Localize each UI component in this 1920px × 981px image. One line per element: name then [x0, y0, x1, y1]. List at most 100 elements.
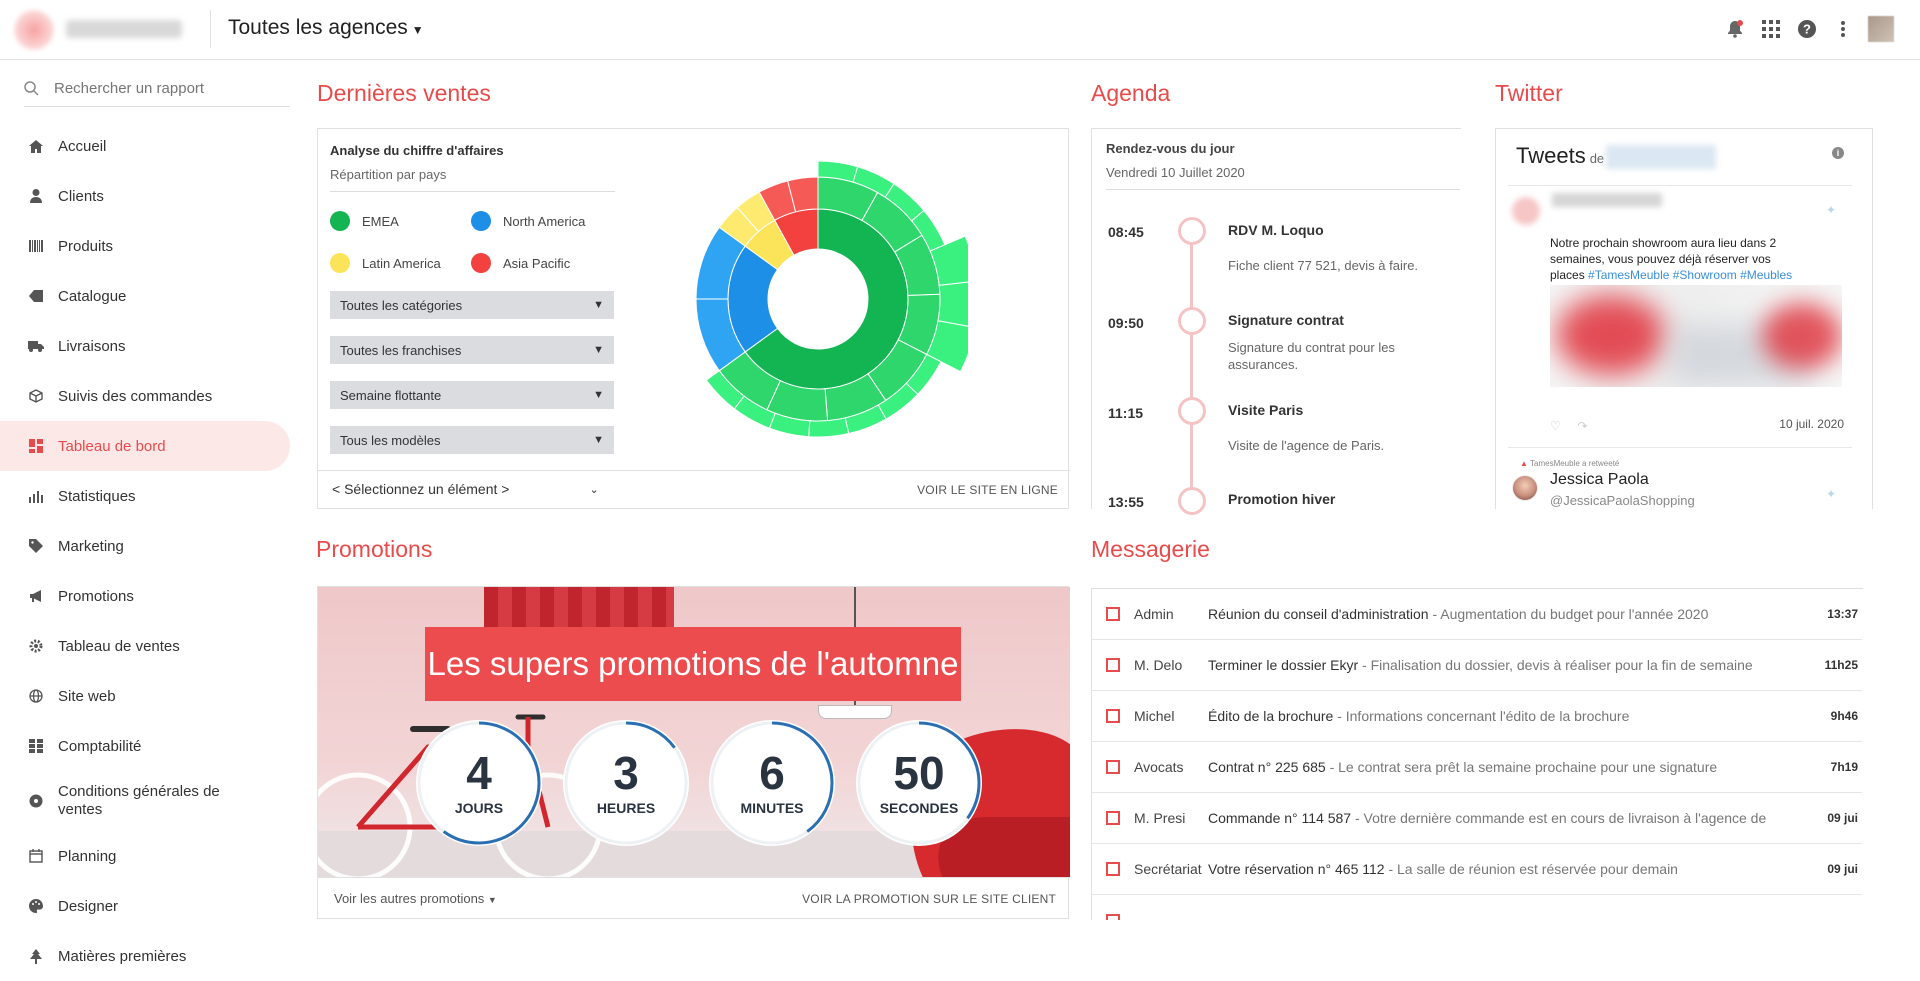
sidebar-item-tableau-de-bord[interactable]: Tableau de bord — [0, 421, 290, 471]
tweet-date: 10 juil. 2020 — [1779, 417, 1844, 431]
week-select[interactable]: Semaine flottante ▼ — [330, 381, 614, 409]
legend-item-emea[interactable]: EMEA — [330, 211, 399, 231]
sidebar-item-suivis[interactable]: Suivis des commandes — [0, 371, 292, 421]
sunburst-chart[interactable] — [668, 149, 968, 449]
bar-chart-icon — [28, 488, 44, 504]
lamp-shade — [818, 705, 892, 719]
event-title[interactable]: Promotion hiver — [1228, 491, 1336, 507]
event-title[interactable]: Signature contrat — [1228, 312, 1344, 328]
sidebar-item-label: Marketing — [58, 537, 124, 555]
tweet-hashtags[interactable]: #TamesMeuble #Showroom #Meubles — [1588, 268, 1793, 282]
agency-selector[interactable]: Toutes les agences ▼ — [228, 16, 424, 40]
twitter-card: Tweets de i ✦ Notre prochain showroom aur… — [1495, 128, 1873, 509]
message-row[interactable]: M. Presi Commande n° 114 587 - Votre der… — [1092, 793, 1862, 844]
sunburst-outer-segment[interactable] — [937, 281, 968, 327]
sidebar-item-accueil[interactable]: Accueil — [0, 121, 292, 171]
view-site-link[interactable]: VOIR LE SITE EN LIGNE — [917, 483, 1058, 497]
tweet-body: Notre prochain showroom aura lieu dans 2… — [1550, 236, 1777, 282]
sidebar-item-marketing[interactable]: Marketing — [0, 521, 292, 571]
sidebar-item-clients[interactable]: Clients — [0, 171, 292, 221]
sidebar-item-planning[interactable]: Planning — [0, 831, 292, 881]
message-row[interactable]: M. Delo Terminer le dossier Ekyr - Final… — [1092, 640, 1862, 691]
messagerie-card: Admin Réunion du conseil d'administratio… — [1091, 588, 1863, 920]
sidebar-item-conditions[interactable]: Conditions générales de ventes — [0, 771, 292, 831]
message-checkbox[interactable] — [1106, 607, 1120, 621]
timeline-dot — [1178, 397, 1206, 425]
chevron-down-icon: ▼ — [593, 389, 604, 401]
legend-dot — [471, 211, 491, 231]
sidebar-item-produits[interactable]: Produits — [0, 221, 292, 271]
countdown-ring — [417, 721, 541, 845]
agenda-title: Rendez-vous du jour — [1106, 141, 1235, 156]
help-icon[interactable]: ? — [1796, 18, 1818, 40]
event-desc: Fiche client 77 521, devis à faire. — [1228, 258, 1419, 273]
apps-grid-icon[interactable] — [1760, 18, 1782, 40]
sidebar-item-designer[interactable]: Designer — [0, 881, 292, 931]
message-subject-line: Commande n° 114 587 - Votre dernière com… — [1208, 810, 1798, 826]
twitter-account-name[interactable] — [1606, 145, 1716, 169]
message-checkbox[interactable] — [1106, 811, 1120, 825]
tweet-image[interactable] — [1550, 285, 1842, 387]
message-row[interactable]: Secrétariat Votre réservation n° 465 112… — [1092, 844, 1862, 895]
message-row[interactable]: Avocats Contrat n° 225 685 - Le contrat … — [1092, 742, 1862, 793]
sunburst-outer-segment[interactable] — [705, 370, 745, 410]
company-logo[interactable] — [14, 10, 54, 50]
message-row[interactable]: Michel Édito de la brochure - Informatio… — [1092, 691, 1862, 742]
element-select[interactable]: < Sélectionnez un élément > ⌄ — [332, 481, 599, 497]
more-vertical-icon[interactable] — [1832, 18, 1854, 40]
countdown-ring — [564, 721, 688, 845]
sidebar-item-statistiques[interactable]: Statistiques — [0, 471, 292, 521]
message-checkbox[interactable] — [1106, 760, 1120, 774]
search-input[interactable] — [54, 80, 274, 97]
user-avatar[interactable] — [1868, 16, 1894, 42]
sidebar-item-promotions[interactable]: Promotions — [0, 571, 292, 621]
sidebar-item-livraisons[interactable]: Livraisons — [0, 321, 292, 371]
more-promotions-link[interactable]: Voir les autres promotions ▼ — [334, 891, 497, 906]
message-time: 09 jui — [1827, 811, 1858, 825]
message-checkbox[interactable] — [1106, 862, 1120, 876]
tweets-title: Tweets — [1516, 143, 1586, 168]
sidebar: Accueil Clients Produits Catalogue Livra… — [0, 61, 292, 973]
label-icon — [28, 538, 44, 554]
retweet-avatar[interactable] — [1512, 475, 1538, 501]
view-promotion-link[interactable]: VOIR LA PROMOTION SUR LE SITE CLIENT — [802, 892, 1056, 906]
message-checkbox[interactable] — [1106, 658, 1120, 672]
sidebar-item-comptabilite[interactable]: Comptabilité — [0, 721, 292, 771]
section-title-twitter: Twitter — [1495, 80, 1563, 106]
message-checkbox[interactable] — [1106, 709, 1120, 723]
sidebar-item-matieres[interactable]: Matières premières — [0, 931, 292, 981]
promotion-banner-image[interactable]: Les supers promotions de l'automne 4 JOU… — [318, 587, 1070, 877]
retweet-handle[interactable]: @JessicaPaolaShopping — [1550, 493, 1695, 508]
tree-icon — [28, 948, 44, 964]
sunburst-middle-segment[interactable] — [787, 176, 819, 213]
message-checkbox[interactable] — [1106, 913, 1120, 920]
sidebar-item-tableau-de-ventes[interactable]: Tableau de ventes — [0, 621, 292, 671]
message-from: M. Presi — [1134, 810, 1186, 826]
message-row[interactable]: Admin Réunion du conseil d'administratio… — [1092, 589, 1862, 640]
sunburst-outer-segment[interactable] — [808, 417, 850, 438]
franchise-select[interactable]: Toutes les franchises ▼ — [330, 336, 614, 364]
bell-icon[interactable] — [1724, 18, 1746, 40]
category-select[interactable]: Toutes les catégories ▼ — [330, 291, 614, 319]
legend-item-asia-pacific[interactable]: Asia Pacific — [471, 253, 570, 273]
tweet-author[interactable] — [1552, 193, 1662, 207]
countdown-ring — [710, 721, 834, 845]
message-row-partial[interactable] — [1092, 895, 1862, 920]
retweet-author[interactable]: Jessica Paola — [1550, 471, 1649, 488]
event-title[interactable]: Visite Paris — [1228, 402, 1304, 418]
tweet-avatar[interactable] — [1512, 197, 1540, 225]
sidebar-item-label: Livraisons — [58, 337, 126, 355]
timeline-line — [1190, 219, 1193, 499]
model-select[interactable]: Tous les modèles ▼ — [330, 426, 614, 454]
sunburst-outer-segment[interactable] — [926, 320, 968, 373]
like-icon[interactable]: ♡ — [1550, 419, 1561, 433]
event-title[interactable]: RDV M. Loquo — [1228, 222, 1324, 238]
countdown-days: 4 JOURS — [417, 721, 541, 845]
legend-item-latin-america[interactable]: Latin America — [330, 253, 441, 273]
share-icon[interactable]: ↷ — [1577, 419, 1588, 433]
palette-icon — [28, 898, 44, 914]
legend-item-north-america[interactable]: North America — [471, 211, 585, 231]
info-icon[interactable]: i — [1832, 147, 1844, 159]
sidebar-item-site-web[interactable]: Site web — [0, 671, 292, 721]
sidebar-item-catalogue[interactable]: Catalogue — [0, 271, 292, 321]
